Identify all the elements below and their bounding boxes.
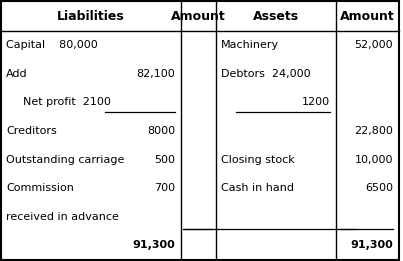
Text: Net profit  2100: Net profit 2100	[23, 98, 111, 108]
Text: Cash in hand: Cash in hand	[221, 183, 294, 193]
Text: 700: 700	[154, 183, 175, 193]
Text: 82,100: 82,100	[136, 69, 175, 79]
Text: Add: Add	[6, 69, 28, 79]
Text: Closing stock: Closing stock	[221, 155, 295, 165]
Text: Liabilities: Liabilities	[57, 10, 125, 23]
Text: 10,000: 10,000	[355, 155, 393, 165]
Text: 500: 500	[154, 155, 175, 165]
Text: Debtors  24,000: Debtors 24,000	[221, 69, 310, 79]
Text: Capital    80,000: Capital 80,000	[6, 40, 98, 50]
Text: Outstanding carriage: Outstanding carriage	[6, 155, 125, 165]
Text: Assets: Assets	[253, 10, 299, 23]
Text: 91,300: 91,300	[350, 240, 393, 250]
Text: 8000: 8000	[147, 126, 175, 136]
Text: 91,300: 91,300	[132, 240, 175, 250]
Text: Amount: Amount	[171, 10, 226, 23]
Text: received in advance: received in advance	[6, 212, 119, 222]
Text: 6500: 6500	[365, 183, 393, 193]
Text: 1200: 1200	[302, 98, 330, 108]
Text: 22,800: 22,800	[354, 126, 393, 136]
Text: 52,000: 52,000	[354, 40, 393, 50]
Text: Machinery: Machinery	[221, 40, 279, 50]
Text: Commission: Commission	[6, 183, 74, 193]
Text: Creditors: Creditors	[6, 126, 57, 136]
Text: Amount: Amount	[340, 10, 395, 23]
